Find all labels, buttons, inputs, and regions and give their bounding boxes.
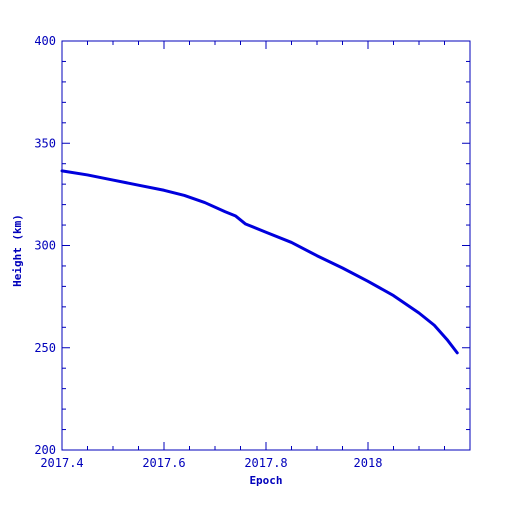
plot-frame xyxy=(61,40,471,451)
y-tick-label: 200 xyxy=(34,443,56,457)
x-tick-label: 2017.8 xyxy=(244,456,287,470)
tick-labels: 2017.4 2017.6 2017.8 2018 200 250 300 350 400 xyxy=(34,34,382,470)
series-line-1 xyxy=(60,169,459,355)
x-axis-label: Epoch xyxy=(249,474,282,487)
x-tick-label: 2017.6 xyxy=(142,456,185,470)
y-tick-label: 400 xyxy=(34,34,56,48)
y-tick-label: 300 xyxy=(34,239,56,253)
x-tick-label: 2017.4 xyxy=(40,456,83,470)
series-layer xyxy=(60,169,459,355)
y-tick-label: 250 xyxy=(34,341,56,355)
y-tick-label: 350 xyxy=(34,136,56,150)
y-axis-label: Height (km) xyxy=(11,214,24,287)
x-tick-label: 2018 xyxy=(354,456,383,470)
